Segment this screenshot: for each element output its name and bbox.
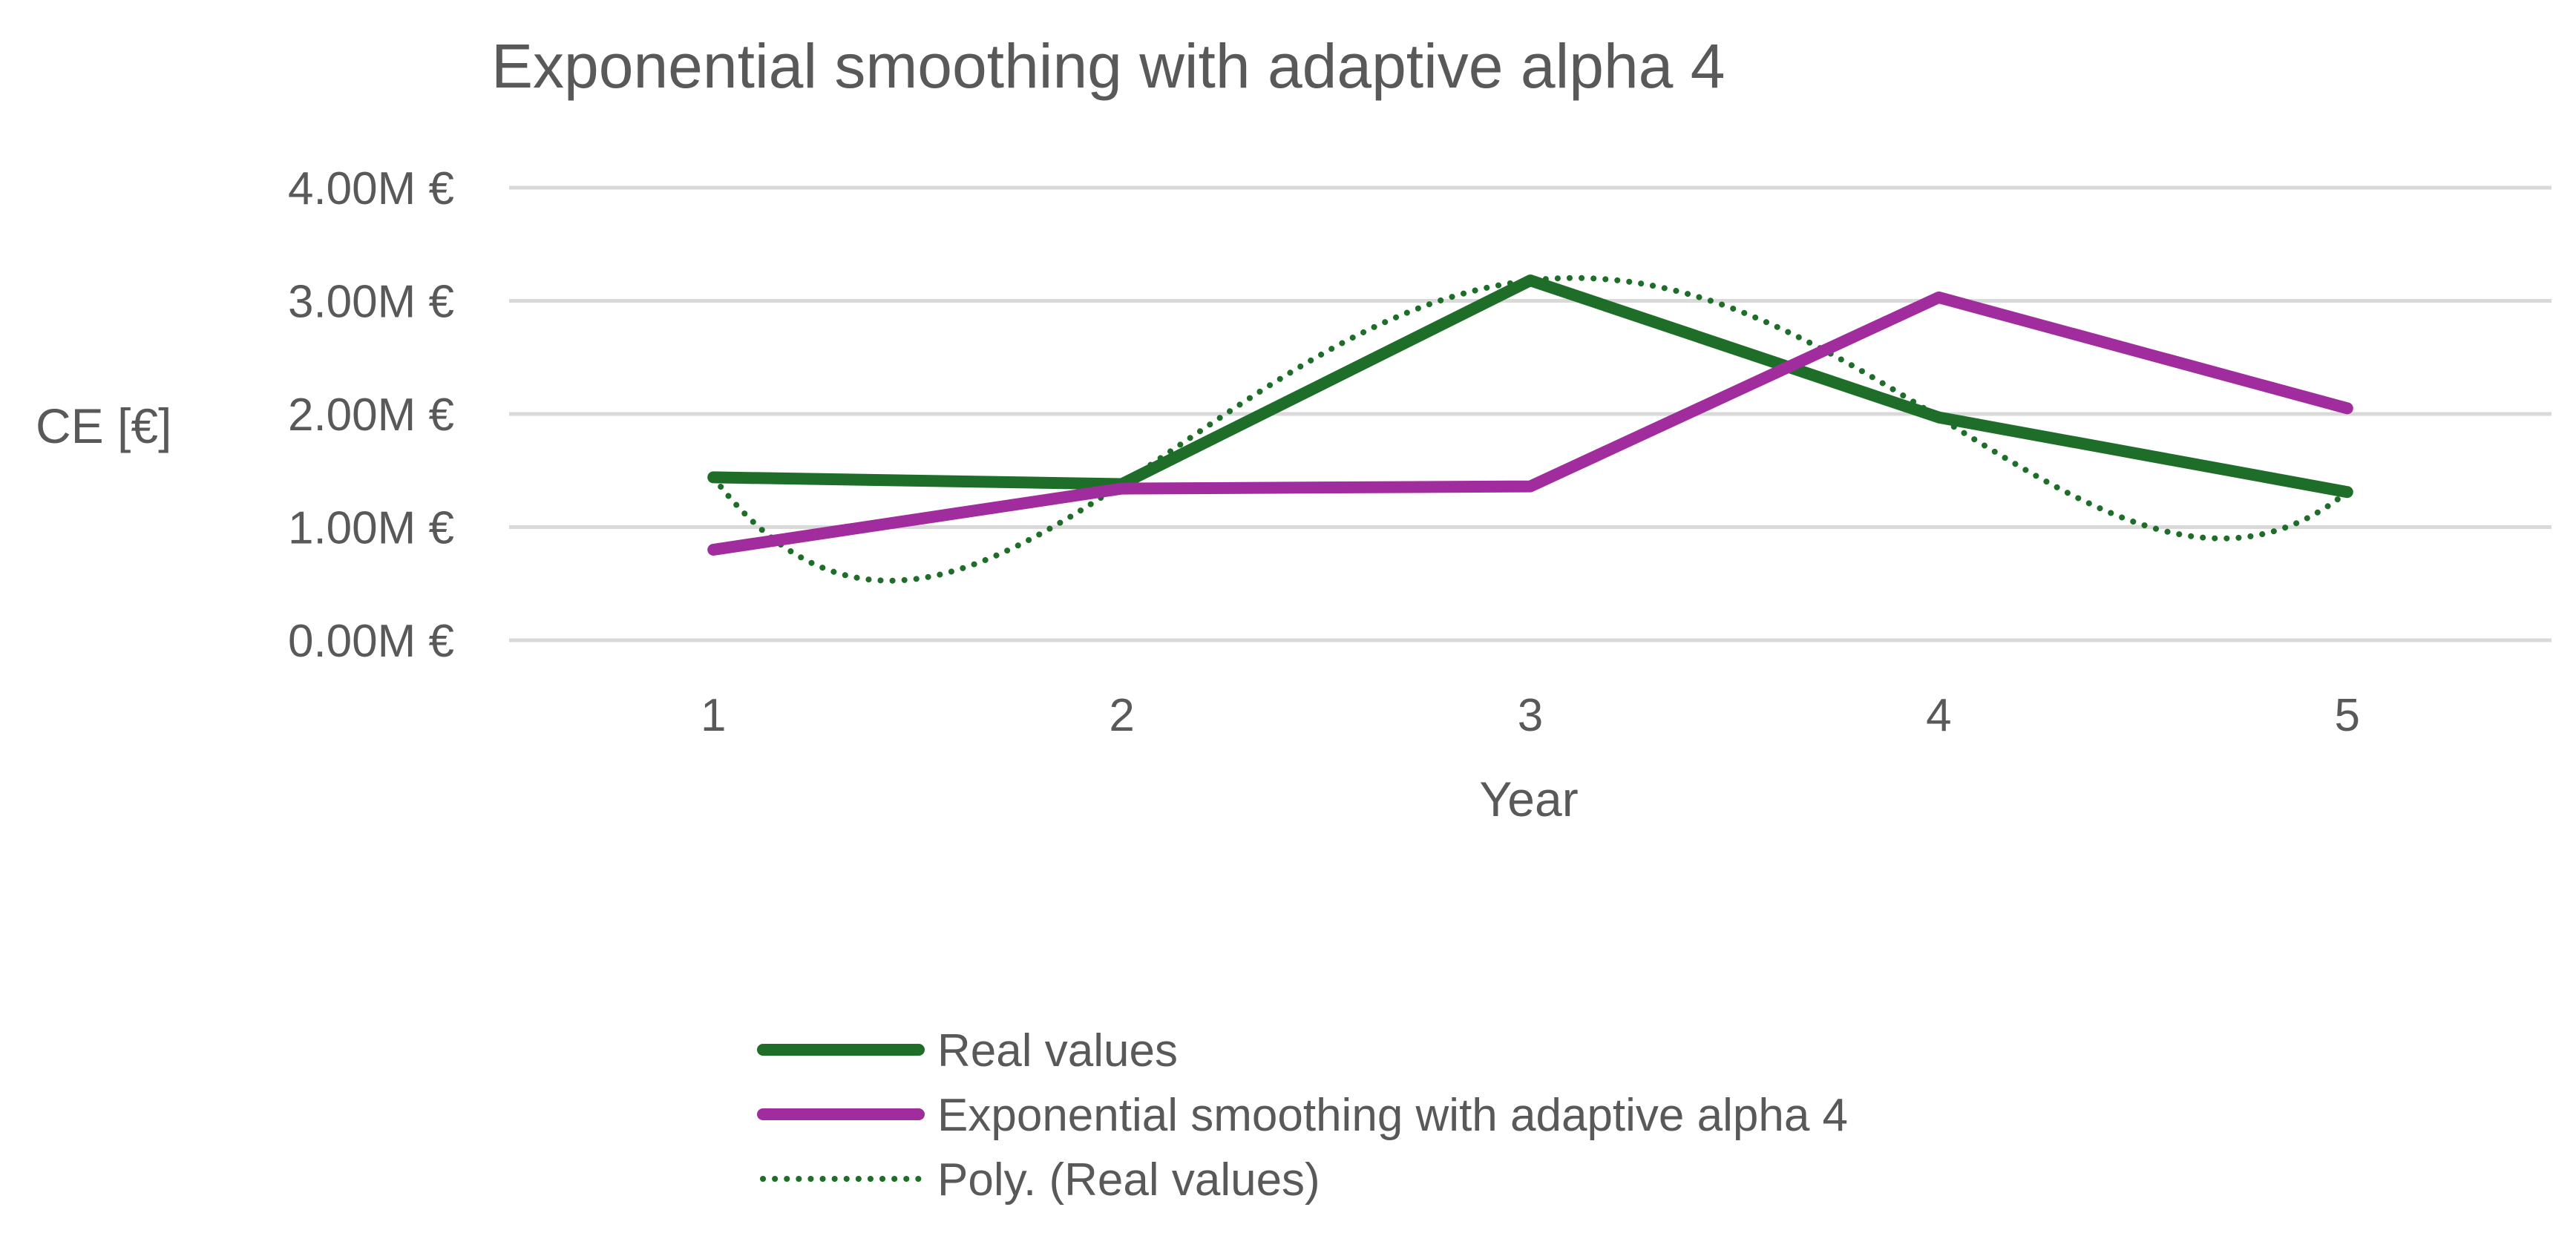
legend-entry: Exponential smoothing with adaptive alph… [937, 1090, 1848, 1141]
gridlines [509, 185, 2552, 642]
x-tick-label: 5 [2335, 690, 2360, 741]
y-tick-label: 4.00M € [288, 163, 454, 214]
y-tick-labels: 0.00M € 1.00M € 2.00M € 3.00M € 4.00M € [288, 163, 454, 667]
y-tick-label: 2.00M € [288, 389, 454, 441]
x-tick-label: 3 [1518, 690, 1543, 741]
legend-entry: Poly. (Real values) [937, 1154, 1320, 1206]
series-line-exponential-smoothing [707, 291, 2353, 556]
x-tick-label: 4 [1926, 690, 1951, 741]
legend: Real values Exponential smoothing with ad… [757, 1025, 1848, 1206]
legend-entry: Real values [937, 1025, 1178, 1076]
y-tick-label: 1.00M € [288, 503, 454, 554]
y-axis-label: CE [€] [36, 398, 171, 453]
series-line-real-values [707, 274, 2353, 499]
x-tick-label: 1 [701, 690, 726, 741]
chart-title: Exponential smoothing with adaptive alph… [491, 31, 1725, 101]
y-tick-label: 3.00M € [288, 277, 454, 328]
x-axis-label: Year [1479, 772, 1578, 826]
series-line-poly-real-values [710, 274, 2350, 584]
x-tick-labels: 1 2 3 4 5 [701, 690, 2360, 741]
series-lines [707, 274, 2353, 584]
x-tick-label: 2 [1109, 690, 1134, 741]
y-tick-label: 0.00M € [288, 616, 454, 667]
